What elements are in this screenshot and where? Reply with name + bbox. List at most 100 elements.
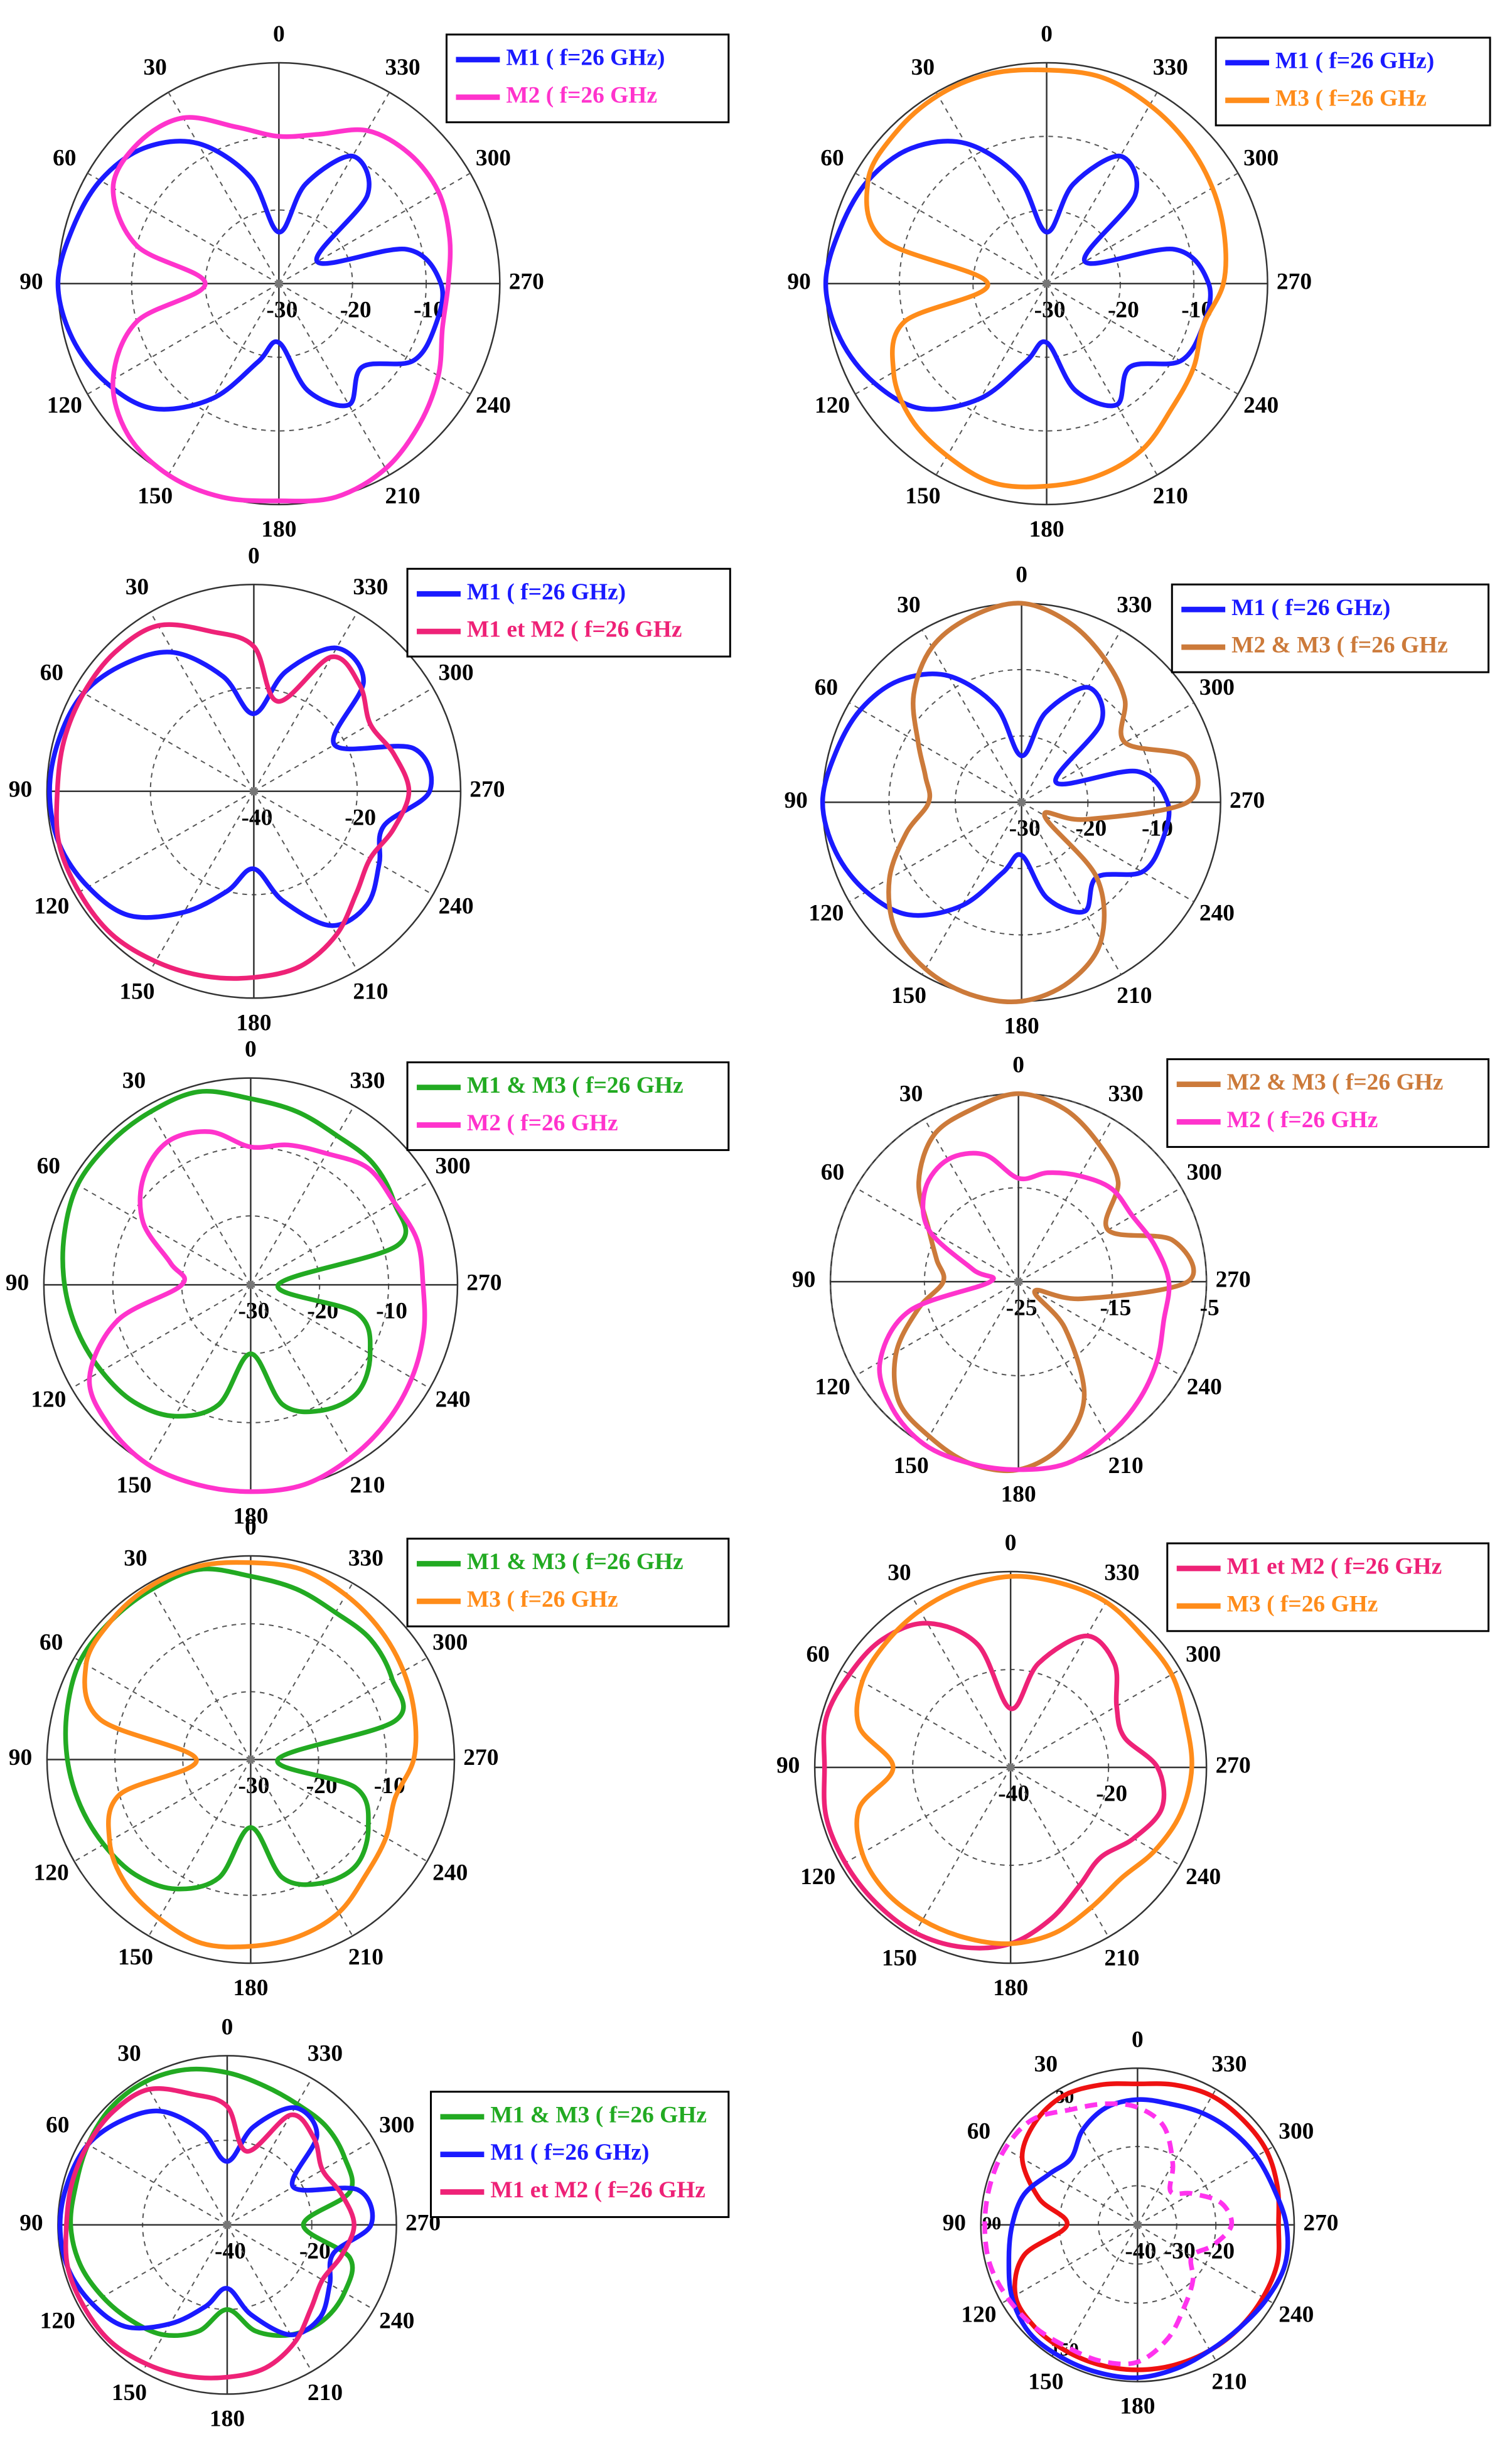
series-curve — [1006, 2097, 1290, 2381]
center-dot — [1006, 1763, 1015, 1772]
polar-chart: -40 -20 0 30 60 90 120 150 180 210 240 270 300 330 — [776, 1530, 1251, 2001]
series-curve — [877, 1150, 1172, 1472]
theta-tick-label: 0 — [1016, 562, 1027, 587]
theta-tick-label: 330 — [353, 574, 388, 600]
theta-tick-label: 180 — [1120, 2394, 1155, 2420]
theta-tick-label: 0 — [248, 543, 260, 569]
spoke — [146, 1105, 252, 1285]
theta-tick-label: 150 — [116, 1472, 151, 1498]
theta-tick-label: 150 — [905, 483, 940, 509]
spoke — [142, 2077, 228, 2226]
spoke — [80, 2224, 228, 2310]
spoke — [1137, 2146, 1274, 2226]
legend-label: M2 & M3 ( f=26 GHz — [1231, 633, 1448, 658]
spoke — [855, 283, 1048, 395]
theta-tick-label: 330 — [1104, 1560, 1139, 1586]
theta-tick-label: 180 — [993, 1975, 1028, 2001]
spoke — [912, 1597, 1012, 1768]
legend-box — [406, 1061, 730, 1151]
spoke — [923, 1281, 1019, 1445]
theta-tick-label: 60 — [40, 660, 63, 685]
spoke — [849, 801, 1022, 903]
spoke — [74, 687, 254, 792]
series-curve — [854, 1573, 1194, 1946]
theta-tick-label: 270 — [1216, 1753, 1251, 1779]
legend-box — [1166, 1058, 1490, 1148]
spoke — [250, 1181, 431, 1285]
series-curve — [886, 601, 1201, 1005]
theta-tick-label: 0 — [245, 1037, 257, 1063]
theta-tick-label: 120 — [815, 1375, 850, 1400]
theta-tick-label: 60 — [815, 675, 838, 700]
r-tick-label: -15 — [1100, 1295, 1131, 1321]
spoke — [855, 1281, 1019, 1376]
theta-tick-label: 0 — [245, 1514, 257, 1540]
r-tick-label: -30 — [238, 1773, 269, 1799]
series-curve — [63, 1567, 406, 1892]
spoke — [227, 2224, 313, 2372]
legend-box — [406, 1538, 730, 1627]
legend-label: M3 ( f=26 GHz — [467, 1587, 618, 1612]
center-dot — [1014, 1277, 1022, 1286]
r-tick-label: -40 — [998, 1781, 1029, 1807]
theta-tick-label: 210 — [1117, 983, 1152, 1009]
theta-tick-label: 60 — [806, 1641, 829, 1667]
theta-tick-label: 0 — [1012, 1053, 1024, 1078]
spoke — [912, 1767, 1012, 1937]
theta-tick-label: 90 — [776, 1753, 800, 1779]
r-tick-label: -30 — [238, 1299, 269, 1324]
legend-label: M1 et M2 ( f=26 GHz — [1227, 1554, 1442, 1580]
theta-tick-label: 120 — [34, 1860, 69, 1886]
theta-tick-label: 120 — [800, 1864, 835, 1890]
theta-tick-label: 90 — [6, 1270, 29, 1296]
theta-tick-label: 120 — [808, 901, 844, 926]
theta-tick-label: 60 — [820, 145, 844, 171]
theta-tick-label: 180 — [210, 2406, 245, 2432]
legend-label: M1 & M3 ( f=26 GHz — [467, 1073, 684, 1098]
theta-tick-label: 210 — [350, 1472, 385, 1498]
polar-chart: -40 -30 -200306090120150180210240270300330… — [943, 2027, 1339, 2419]
legend-box — [406, 567, 731, 658]
theta-tick-label: 270 — [1277, 269, 1312, 295]
r-tick-label: -30 — [1009, 816, 1041, 842]
theta-tick-label: 60 — [37, 1154, 60, 1179]
legend-label: M1 & M3 ( f=26 GHz — [467, 1549, 684, 1575]
series-curve — [982, 2101, 1235, 2367]
spoke — [71, 1181, 251, 1285]
legend-box — [1171, 583, 1490, 673]
spoke — [921, 630, 1022, 803]
spoke — [146, 1284, 252, 1464]
spoke — [71, 1284, 251, 1389]
theta-tick-label: 240 — [1187, 1375, 1222, 1400]
theta-tick-label: 30 — [887, 1560, 911, 1586]
spoke — [250, 1657, 427, 1760]
center-dot — [275, 279, 283, 288]
theta-tick-label: 240 — [1199, 901, 1235, 926]
series-curve — [110, 115, 453, 504]
theta-tick-label: 60 — [46, 2113, 69, 2138]
spoke — [1137, 2224, 1217, 2361]
theta-tick-label: 300 — [1243, 145, 1279, 171]
theta-tick-label: 300 — [432, 1630, 468, 1656]
theta-tick-label: 300 — [438, 660, 473, 685]
theta-tick-label: 240 — [1279, 2302, 1314, 2328]
theta-tick-label: 330 — [308, 2040, 343, 2066]
theta-tick-label: 90 — [9, 776, 32, 802]
spoke — [80, 2140, 228, 2226]
legend-label: M1 ( f=26 GHz) — [490, 2140, 649, 2165]
theta-tick-label: 150 — [119, 978, 154, 1004]
spoke — [278, 173, 471, 284]
spoke — [1001, 2224, 1138, 2304]
series-curve — [87, 1129, 427, 1494]
theta-tick-label: 150 — [891, 983, 926, 1009]
series-curve — [82, 1560, 419, 1949]
theta-tick-label: 30 — [126, 574, 149, 600]
spoke — [1058, 2224, 1139, 2361]
center-dot — [1017, 798, 1026, 807]
spoke — [921, 801, 1022, 975]
